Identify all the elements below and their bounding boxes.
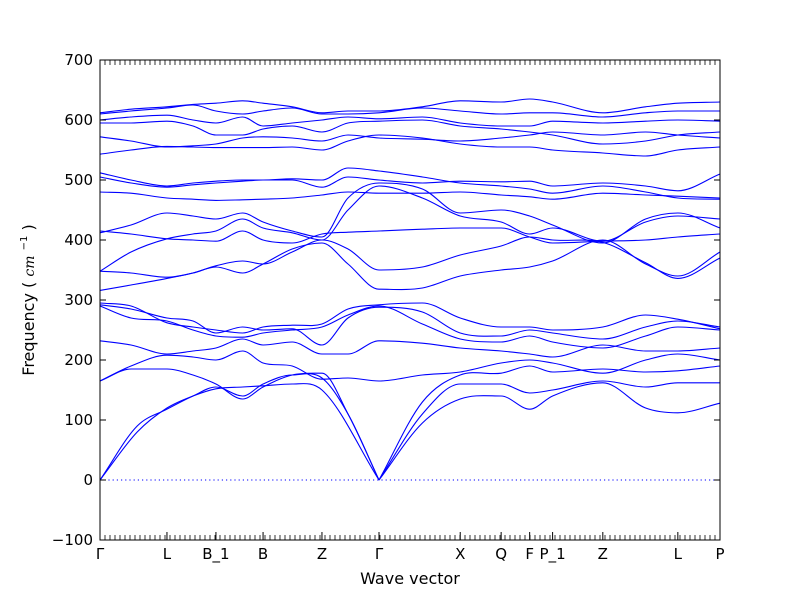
x-tick-label: B_1 (202, 545, 229, 564)
band-line-11 (99, 302, 721, 334)
x-tick-label: Z (317, 545, 327, 563)
y-ticks: −100 0 100 200 300 400 500 600 700 (52, 51, 720, 549)
x-tick-label: X (455, 545, 465, 563)
y-axis-title-paren-close: ) (19, 224, 38, 230)
band-line-19 (99, 167, 721, 200)
x-tick-label: Γ (375, 545, 384, 563)
x-ticks: Γ L B_1 B Z Γ X Q F P_1 Z L P (96, 60, 725, 564)
y-tick-label: 100 (64, 411, 93, 429)
y-tick-label: 0 (83, 471, 93, 489)
x-tick-label: L (674, 545, 683, 563)
band-line-25 (99, 98, 721, 114)
plot-frame (99, 59, 721, 541)
y-axis-unit-exponent: −1 (19, 236, 30, 251)
band-line-13 (99, 239, 721, 291)
band-line-5 (378, 380, 720, 481)
band-line-20 (99, 134, 721, 157)
x-tick-label: B (258, 545, 268, 563)
y-axis-title: Frequency ( cm −1 ) (12, 224, 38, 375)
band-line-8 (99, 338, 721, 358)
x-tick-label: L (163, 545, 172, 563)
x-tick-label: Q (495, 545, 507, 563)
band-line-17 (99, 191, 721, 201)
x-axis-title: Wave vector (360, 569, 460, 588)
y-tick-label: 300 (64, 291, 93, 309)
band-line-23 (99, 114, 721, 127)
y-tick-label: −100 (52, 531, 93, 549)
band-line-10 (99, 304, 721, 346)
x-tick-label: Z (598, 545, 608, 563)
band-line-12 (99, 236, 721, 291)
y-axis-unit: cm (22, 255, 38, 276)
y-tick-label: 200 (64, 351, 93, 369)
y-tick-label: 700 (64, 51, 93, 69)
band-line-3 (99, 368, 380, 481)
band-line-15 (99, 185, 721, 272)
band-lines (99, 98, 721, 481)
band-line-21 (99, 131, 721, 148)
y-tick-label: 400 (64, 231, 93, 249)
y-axis-title-text: Frequency (19, 293, 38, 376)
band-line-9 (99, 305, 721, 349)
y-tick-label: 600 (64, 111, 93, 129)
band-line-18 (99, 173, 721, 192)
band-line-24 (99, 104, 720, 118)
band-line-6 (378, 365, 721, 481)
x-tick-label: Γ (96, 545, 105, 563)
band-line-7 (99, 350, 721, 382)
x-tick-label: P (715, 545, 724, 563)
band-line-22 (99, 119, 721, 145)
y-axis-title-paren-open: ( (19, 282, 38, 288)
band-line-2 (99, 373, 380, 481)
x-tick-label: F (525, 545, 534, 563)
band-line-1 (99, 383, 380, 481)
y-tick-label: 500 (64, 171, 93, 189)
svg-text:Frequency ( cm: Frequency ( cm −1 ) (12, 224, 38, 375)
band-line-4 (378, 382, 721, 481)
x-tick-label: P_1 (540, 545, 566, 564)
band-line-16 (99, 182, 721, 244)
